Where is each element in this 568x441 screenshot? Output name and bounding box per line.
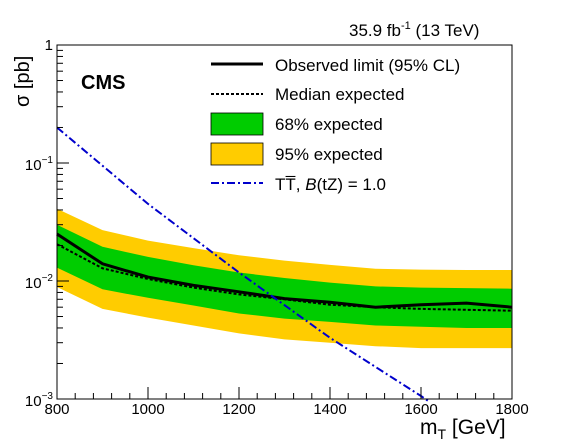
- lumi-label: 35.9 fb-1 (13 TeV): [349, 20, 479, 40]
- legend: Observed limit (95% CL) Median expected …: [210, 56, 460, 194]
- x-tick-label: 1400: [313, 401, 346, 418]
- legend-band68-label: 68% expected: [275, 115, 383, 134]
- x-tick-label: 1600: [404, 401, 437, 418]
- y-tick-label: 10−2: [25, 273, 54, 292]
- x-tick-label: 800: [44, 401, 69, 418]
- band-68: [57, 224, 512, 328]
- legend-expected-label: Median expected: [275, 85, 404, 104]
- plot-frame: [56, 44, 513, 400]
- curves-layer: [56, 126, 513, 404]
- theory-line: [56, 126, 431, 404]
- legend-band95-swatch: [210, 142, 264, 166]
- observed-line: [56, 232, 513, 309]
- bands-layer: [57, 208, 512, 349]
- legend-theory-label: TT̅, B(tZ) = 1.0: [275, 175, 386, 194]
- legend-band95-label: 95% expected: [275, 145, 383, 164]
- x-tick-label: 1800: [495, 401, 528, 418]
- x-tick-label: 1000: [131, 401, 164, 418]
- x-axis-title: mT [GeV]: [420, 416, 506, 441]
- ticks-layer: 800 1000 1200 1400 1600 1800 1 10−1 10−2 10−3: [25, 37, 529, 418]
- legend-band68-swatch: [210, 112, 264, 136]
- legend-observed-label: Observed limit (95% CL): [275, 56, 460, 75]
- experiment-label: CMS: [81, 72, 125, 94]
- y-axis-title: σ [pb]: [12, 56, 34, 107]
- x-tick-label: 1200: [222, 401, 255, 418]
- y-tick-label: 10−1: [25, 155, 54, 174]
- y-tick-label: 1: [45, 37, 53, 54]
- y-tick-label: 10−3: [25, 391, 54, 410]
